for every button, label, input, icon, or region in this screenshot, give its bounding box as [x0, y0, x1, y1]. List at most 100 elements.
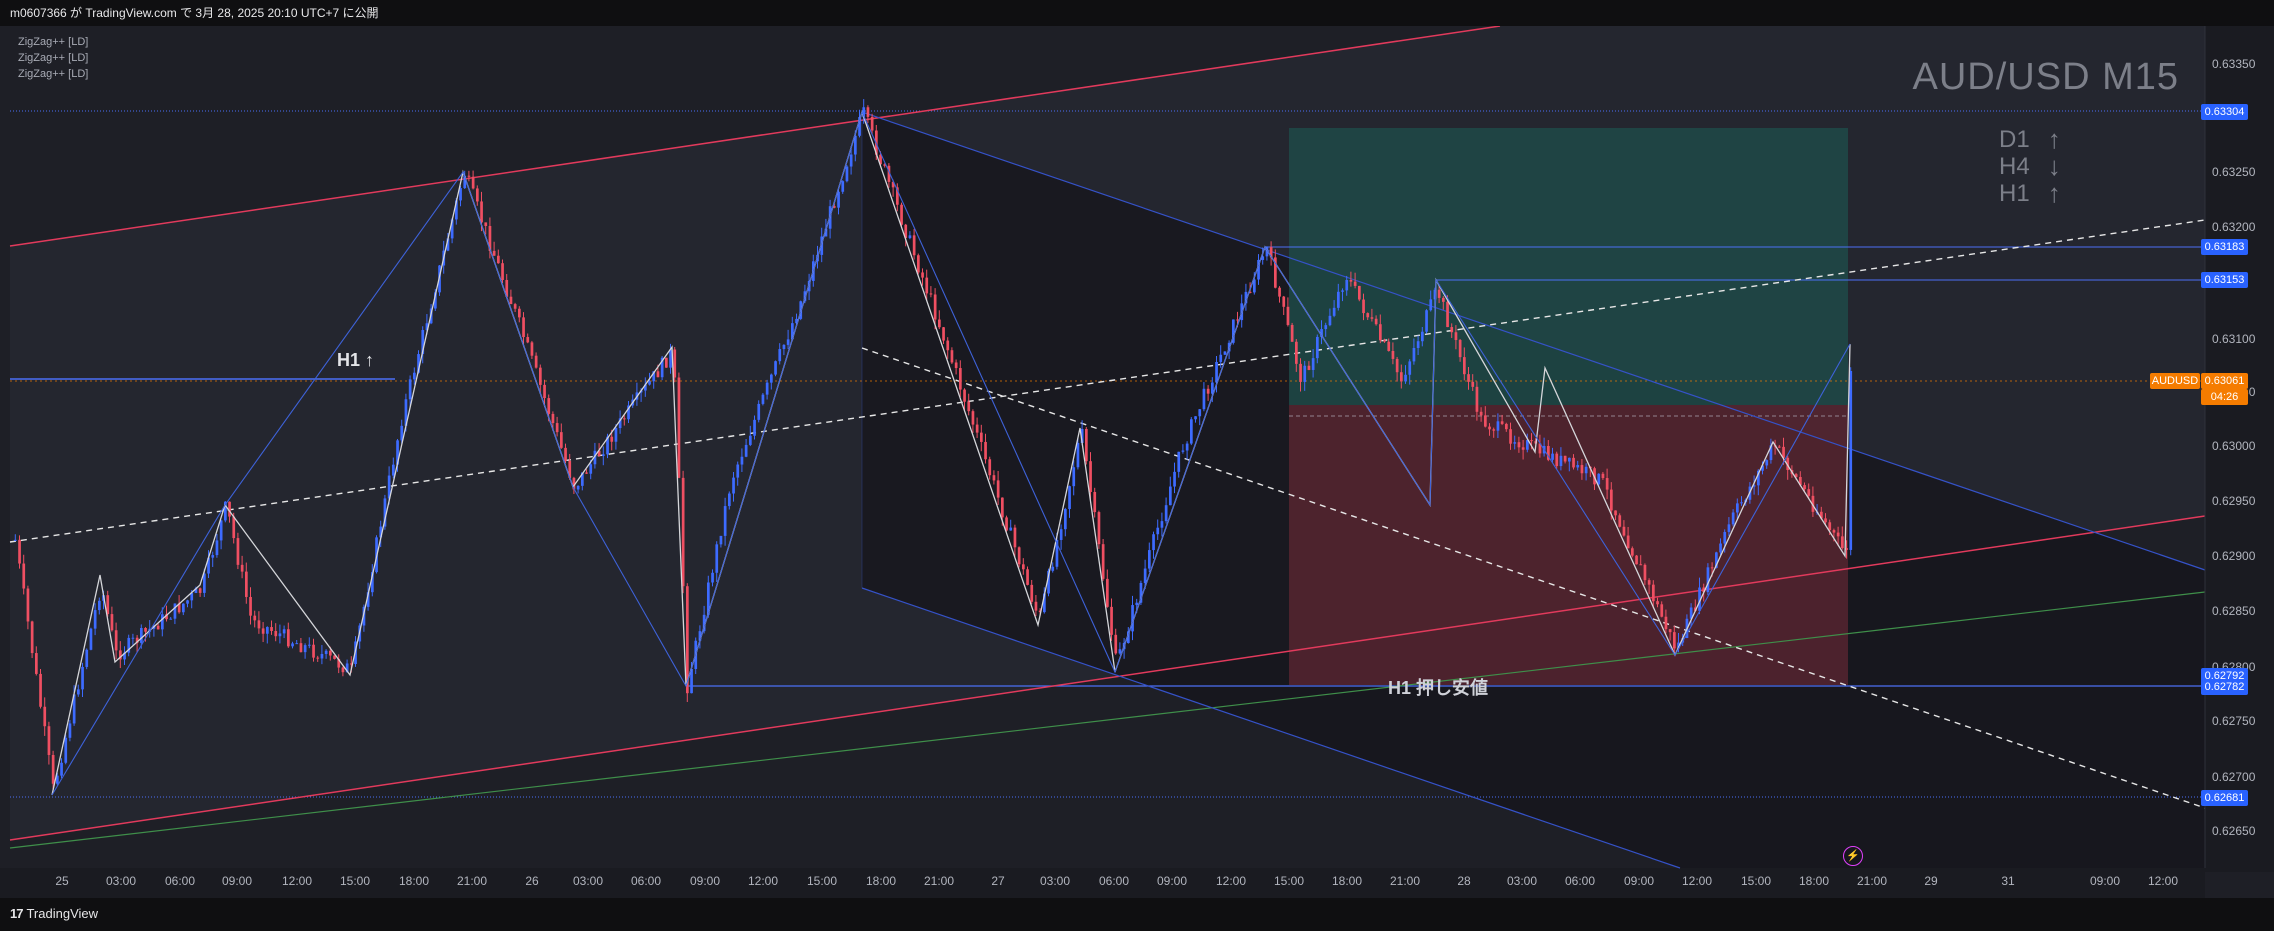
price-axis-panel: [2205, 26, 2274, 872]
time-tick-label: 03:00: [1039, 874, 1071, 888]
candle-body: [1143, 568, 1147, 583]
candle-body: [1551, 453, 1554, 460]
target-zone: [1289, 128, 1848, 405]
countdown-tag: 04:26: [2201, 389, 2248, 405]
candle-body: [26, 588, 30, 622]
candle-body: [1366, 313, 1370, 318]
candle-body: [1505, 423, 1508, 430]
candle-body: [610, 436, 614, 442]
candle-body: [1500, 421, 1504, 424]
candle-body: [1471, 381, 1475, 387]
candle-body: [110, 614, 114, 631]
support-line: [9, 515, 2206, 841]
candle-body: [1034, 601, 1038, 611]
candle-body: [849, 154, 853, 167]
candle-body: [732, 477, 735, 494]
candle-body: [366, 592, 370, 607]
time-tick-label: 28: [1457, 874, 1471, 888]
candle-body: [1206, 388, 1210, 394]
time-tick-label: 06:00: [1098, 874, 1130, 888]
candle-body: [257, 620, 261, 629]
candle-body: [408, 379, 412, 400]
annotation-h1-up[interactable]: H1 ↑: [337, 350, 375, 370]
candle-body: [1668, 629, 1672, 633]
candle-body: [1803, 485, 1806, 490]
candle-body: [938, 319, 941, 328]
candle-body: [392, 464, 395, 476]
candle-body: [1219, 354, 1223, 362]
candle-body: [1626, 535, 1630, 549]
candle-body: [1101, 544, 1105, 579]
candle-body: [841, 181, 845, 192]
price-tag: 0.62782: [2201, 679, 2248, 695]
price-tag: 0.63304: [2201, 104, 2248, 120]
indicator-zigzag-3[interactable]: ZigZag++ [LD]: [18, 68, 89, 80]
candle-body: [1811, 495, 1815, 512]
publisher-text: m0607366 が TradingView.com で 3月 28, 2025…: [10, 6, 379, 20]
candle-body: [240, 564, 244, 572]
candle-body: [1845, 548, 1848, 550]
candle-body: [1391, 350, 1395, 359]
candle-body: [862, 107, 866, 118]
candle-body: [1097, 512, 1101, 545]
candle-body: [1043, 593, 1046, 613]
desc-lower: [861, 587, 1681, 869]
candle-body: [1013, 527, 1017, 548]
candle-body: [85, 649, 89, 667]
candle-body: [1463, 357, 1466, 375]
candle-body: [1496, 421, 1500, 431]
indicator-zigzag-1[interactable]: ZigZag++ [LD]: [18, 36, 89, 48]
time-tick-label: 06:00: [1564, 874, 1596, 888]
candle-body: [581, 472, 584, 486]
candle-body: [123, 652, 126, 660]
candle-body: [245, 571, 248, 597]
stop-zone: [1289, 405, 1848, 685]
price-tick-label: 0.62750: [2212, 714, 2256, 728]
candle-body: [896, 187, 899, 205]
candle-body: [1202, 388, 1206, 410]
candle-body: [971, 411, 975, 425]
chart-canvas[interactable]: [0, 26, 2274, 898]
candle-body: [198, 588, 202, 593]
candle-body: [64, 737, 68, 763]
candle-body: [992, 475, 996, 481]
candle-body: [967, 401, 971, 412]
candle-body: [278, 633, 282, 637]
candle-body: [627, 405, 630, 420]
candle-body: [413, 372, 416, 380]
candle-body: [623, 418, 626, 420]
candle-body: [1248, 291, 1252, 293]
candle-body: [1131, 605, 1134, 632]
candle-body: [988, 459, 992, 476]
time-tick-label: 09:00: [1156, 874, 1188, 888]
lightning-icon[interactable]: ⚡: [1843, 846, 1863, 866]
zigzag-blue: [51, 110, 1851, 796]
resistance-line: [9, 26, 1501, 247]
candle-body: [463, 175, 467, 189]
candle-body: [1757, 470, 1760, 486]
candle-body: [1080, 428, 1084, 443]
price-tag: 0.63183: [2201, 239, 2248, 255]
indicator-legend: ZigZag++ [LD] ZigZag++ [LD] ZigZag++ [LD…: [18, 34, 88, 82]
indicator-zigzag-2[interactable]: ZigZag++ [LD]: [18, 52, 89, 64]
candle-body: [488, 225, 492, 251]
tradingview-logo[interactable]: 17 TradingView: [10, 906, 98, 921]
candle-body: [182, 603, 185, 613]
candle-body: [1278, 287, 1281, 297]
annotation-h1-low[interactable]: H1 押し安値: [1388, 678, 1489, 698]
candle-body: [1328, 315, 1332, 326]
candle-body: [186, 600, 189, 604]
candle-body: [43, 706, 47, 727]
time-tick-label: 18:00: [1798, 874, 1830, 888]
candle-body: [1127, 631, 1130, 643]
candle-body: [379, 526, 383, 538]
candle-body: [778, 349, 782, 362]
candle-body: [555, 423, 559, 433]
candle-body: [127, 637, 131, 653]
brand-text: TradingView: [26, 906, 99, 921]
time-tick-label: 06:00: [630, 874, 662, 888]
candle-body: [492, 250, 496, 256]
price-tick-label: 0.62700: [2212, 770, 2256, 784]
trend-tf-label: H4: [1999, 153, 2030, 180]
price-tick-label: 0.63350: [2212, 57, 2256, 71]
